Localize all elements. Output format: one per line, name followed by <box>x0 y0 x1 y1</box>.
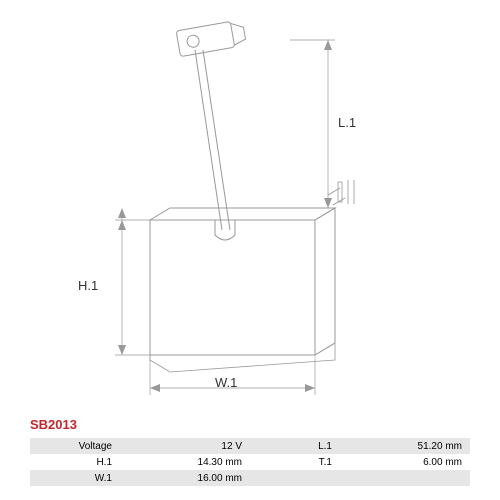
spec-label <box>250 470 340 486</box>
dimension-label-l: L.1 <box>338 115 356 130</box>
spec-value: 16.00 mm <box>120 470 250 486</box>
spec-label: T.1 <box>250 454 340 470</box>
part-number: SB2013 <box>30 417 77 432</box>
spec-value: 51.20 mm <box>340 438 470 454</box>
technical-diagram: H.1 W.1 L.1 <box>60 20 440 400</box>
dimension-label-h: H.1 <box>78 278 98 293</box>
spec-value: 6.00 mm <box>340 454 470 470</box>
spec-table: Voltage12 VL.151.20 mmH.114.30 mmT.16.00… <box>30 438 470 486</box>
dimension-label-w: W.1 <box>215 375 237 390</box>
spec-value: 12 V <box>120 438 250 454</box>
spec-row: H.114.30 mmT.16.00 mm <box>30 454 470 470</box>
diagram-svg <box>60 20 440 400</box>
spec-label: H.1 <box>30 454 120 470</box>
spec-label: L.1 <box>250 438 340 454</box>
spec-value <box>340 470 470 486</box>
spec-value: 14.30 mm <box>120 454 250 470</box>
spec-row: Voltage12 VL.151.20 mm <box>30 438 470 454</box>
spec-label: W.1 <box>30 470 120 486</box>
spec-label: Voltage <box>30 438 120 454</box>
spec-row: W.116.00 mm <box>30 470 470 486</box>
